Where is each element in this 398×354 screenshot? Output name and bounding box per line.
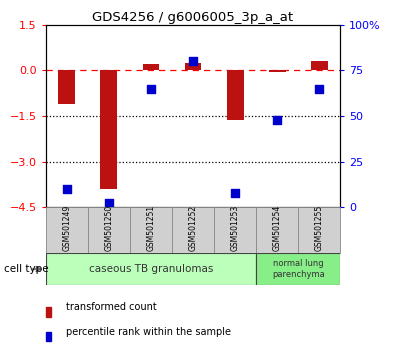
Bar <box>298 207 340 253</box>
Text: GSM501254: GSM501254 <box>273 205 282 251</box>
Text: caseous TB granulomas: caseous TB granulomas <box>89 264 213 274</box>
Text: GSM501253: GSM501253 <box>230 205 240 251</box>
Point <box>274 117 280 122</box>
Bar <box>185 63 201 70</box>
Bar <box>46 207 88 253</box>
Text: GSM501251: GSM501251 <box>146 205 156 251</box>
Text: transformed count: transformed count <box>66 302 157 313</box>
Bar <box>46 307 51 317</box>
Text: GSM501249: GSM501249 <box>62 205 71 251</box>
Text: percentile rank within the sample: percentile rank within the sample <box>66 327 231 337</box>
Text: normal lung
parenchyma: normal lung parenchyma <box>272 259 325 279</box>
Bar <box>88 207 130 253</box>
Text: cell type: cell type <box>4 264 49 274</box>
Bar <box>46 253 256 285</box>
Point <box>64 186 70 192</box>
Bar <box>172 207 214 253</box>
Bar <box>311 61 328 70</box>
Title: GDS4256 / g6006005_3p_a_at: GDS4256 / g6006005_3p_a_at <box>92 11 294 24</box>
Bar <box>46 332 51 341</box>
Text: GSM501252: GSM501252 <box>189 205 197 251</box>
Text: GSM501250: GSM501250 <box>104 205 113 251</box>
Text: GSM501255: GSM501255 <box>315 205 324 251</box>
Bar <box>130 207 172 253</box>
Bar <box>256 253 340 285</box>
Bar <box>214 207 256 253</box>
Point <box>232 190 238 195</box>
Bar <box>100 70 117 189</box>
Point <box>190 58 196 64</box>
Point <box>316 86 322 91</box>
Point <box>106 201 112 206</box>
Bar <box>227 70 244 120</box>
Point <box>148 86 154 91</box>
Bar <box>269 70 286 72</box>
Bar <box>256 207 298 253</box>
Bar <box>59 70 75 104</box>
Bar <box>142 64 159 70</box>
